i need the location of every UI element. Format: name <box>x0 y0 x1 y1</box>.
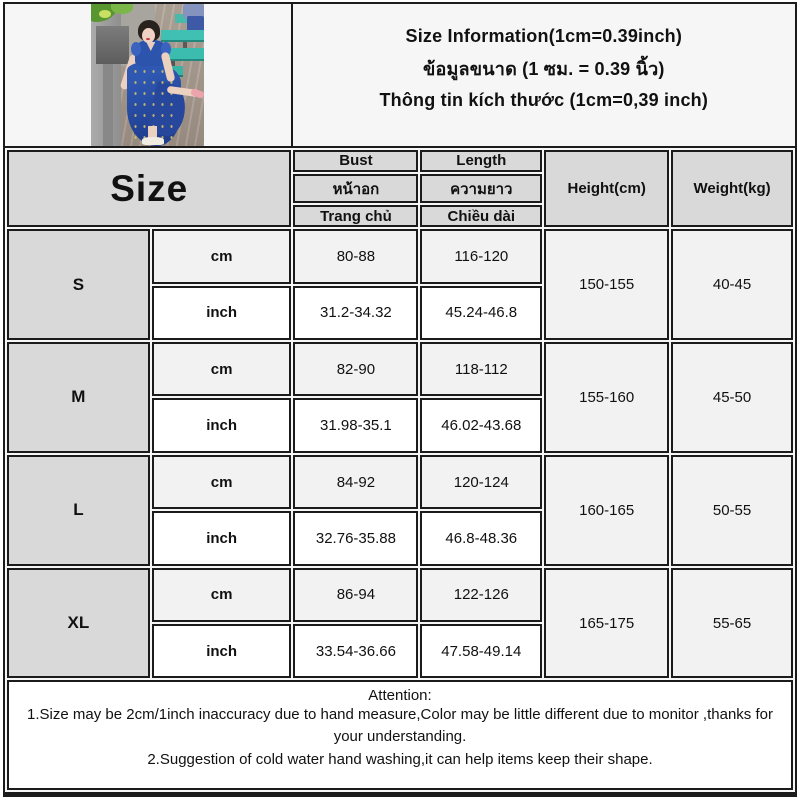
sheet: Size Information(1cm=0.39inch) ข้อมูลขนา… <box>3 2 797 797</box>
photo-mailbox <box>96 26 130 64</box>
table-row-xl-inch: inch 33.54-36.66 47.58-49.14 <box>7 624 793 679</box>
bust-header-vi: Trang chủ <box>293 205 419 228</box>
height-m: 155-160 <box>544 342 670 453</box>
table-row-xl-cm: XL cm 86-94 122-126 165-175 55-65 <box>7 567 793 679</box>
length-cm-l: 120-124 <box>420 454 543 510</box>
table-row-m-cm: M cm 82-90 118-112 155-160 45-50 <box>7 342 793 453</box>
attention-title: Attention: <box>368 686 432 704</box>
bust-cm-m: 82-90 <box>293 342 419 397</box>
header-row-2: หน้าอก ความยาว <box>7 173 793 204</box>
photo-model-lips <box>146 38 151 40</box>
attention-box: Attention: 1.Size may be 2cm/1inch inacc… <box>7 680 793 790</box>
length-header-en: Length <box>420 150 543 172</box>
length-cm-m: 118-112 <box>420 342 543 397</box>
header-row-1: Size Bust Length Height(cm) Weight(kg) <box>7 150 793 228</box>
height-header: Height(cm) <box>544 150 670 228</box>
size-value-m: M <box>7 342 150 453</box>
bust-inch-xl: 33.54-36.66 <box>293 624 419 679</box>
title-block: Size Information(1cm=0.39inch) ข้อมูลขนา… <box>293 4 795 146</box>
weight-header: Weight(kg) <box>671 150 793 228</box>
photo-white-sandal <box>142 137 165 145</box>
length-inch-m: 46.02-43.68 <box>420 398 543 453</box>
photo-dress-vneck <box>146 42 156 51</box>
bust-cm-s: 80-88 <box>293 229 419 284</box>
photo-bench-1 <box>161 30 205 42</box>
weight-xl: 55-65 <box>671 567 793 679</box>
title-english: Size Information(1cm=0.39inch) <box>405 25 683 46</box>
length-cm-s: 116-120 <box>420 229 543 284</box>
unit-label-inch: inch <box>151 511 292 566</box>
length-inch-s: 45.24-46.8 <box>420 285 543 341</box>
photo-leaves <box>111 4 134 14</box>
photo-background-person <box>183 4 205 18</box>
size-table: Size Bust Length Height(cm) Weight(kg) ห… <box>5 148 795 792</box>
unit-label-inch: inch <box>151 285 292 341</box>
unit-label-cm: cm <box>151 342 292 397</box>
photo-pole <box>103 64 114 146</box>
title-thai: ข้อมูลขนาด (1 ซม. = 0.39 นิ้ว) <box>422 58 665 79</box>
size-header: Size <box>7 150 292 228</box>
unit-label-inch: inch <box>151 624 292 679</box>
product-photo <box>91 4 205 146</box>
bust-inch-m: 31.98-35.1 <box>293 398 419 453</box>
table-row-l-cm: L cm 84-92 120-124 160-165 50-55 <box>7 454 793 566</box>
attention-line-2: 2.Suggestion of cold water hand washing,… <box>147 750 653 768</box>
photo-dress-ruffle <box>161 42 172 56</box>
size-value-l: L <box>7 454 150 566</box>
attention-row: Attention: 1.Size may be 2cm/1inch inacc… <box>7 680 793 790</box>
top-section: Size Information(1cm=0.39inch) ข้อมูลขนา… <box>5 4 795 148</box>
height-xl: 165-175 <box>544 567 670 679</box>
photo-model-face <box>142 28 156 43</box>
title-vietnamese: Thông tin kích thước (1cm=0,39 inch) <box>379 89 709 110</box>
length-inch-xl: 47.58-49.14 <box>420 624 543 679</box>
table-row-l-inch: inch 32.76-35.88 46.8-48.36 <box>7 511 793 566</box>
height-l: 160-165 <box>544 454 670 566</box>
bust-cm-xl: 86-94 <box>293 567 419 623</box>
unit-label-inch: inch <box>151 398 292 453</box>
bust-header-en: Bust <box>293 150 419 172</box>
photo-dress-ruffle <box>131 42 142 56</box>
photo-background-person-legs <box>187 16 205 32</box>
weight-m: 45-50 <box>671 342 793 453</box>
length-header-vi: Chiều dài <box>420 205 543 228</box>
unit-label-cm: cm <box>151 454 292 510</box>
size-value-s: S <box>7 229 150 341</box>
photo-model-leg <box>148 126 158 142</box>
attention-line-1: 1.Size may be 2cm/1inch inaccuracy due t… <box>27 705 773 746</box>
table-row-m-inch: inch 31.98-35.1 46.02-43.68 <box>7 398 793 453</box>
photo-leaves <box>99 10 112 18</box>
bust-cm-l: 84-92 <box>293 454 419 510</box>
length-inch-l: 46.8-48.36 <box>420 511 543 566</box>
length-cm-xl: 122-126 <box>420 567 543 623</box>
unit-label-cm: cm <box>151 567 292 623</box>
header-row-3: Trang chủ Chiều dài <box>7 205 793 228</box>
table-row-s-inch: inch 31.2-34.32 45.24-46.8 <box>7 285 793 341</box>
height-s: 150-155 <box>544 229 670 341</box>
bust-inch-s: 31.2-34.32 <box>293 285 419 341</box>
weight-s: 40-45 <box>671 229 793 341</box>
bust-header-th: หน้าอก <box>293 173 419 204</box>
unit-label-cm: cm <box>151 229 292 284</box>
length-header-th: ความยาว <box>420 173 543 204</box>
table-row-s-cm: S cm 80-88 116-120 150-155 40-45 <box>7 229 793 341</box>
photo-cell <box>5 4 293 146</box>
size-value-xl: XL <box>7 567 150 679</box>
weight-l: 50-55 <box>671 454 793 566</box>
bust-inch-l: 32.76-35.88 <box>293 511 419 566</box>
